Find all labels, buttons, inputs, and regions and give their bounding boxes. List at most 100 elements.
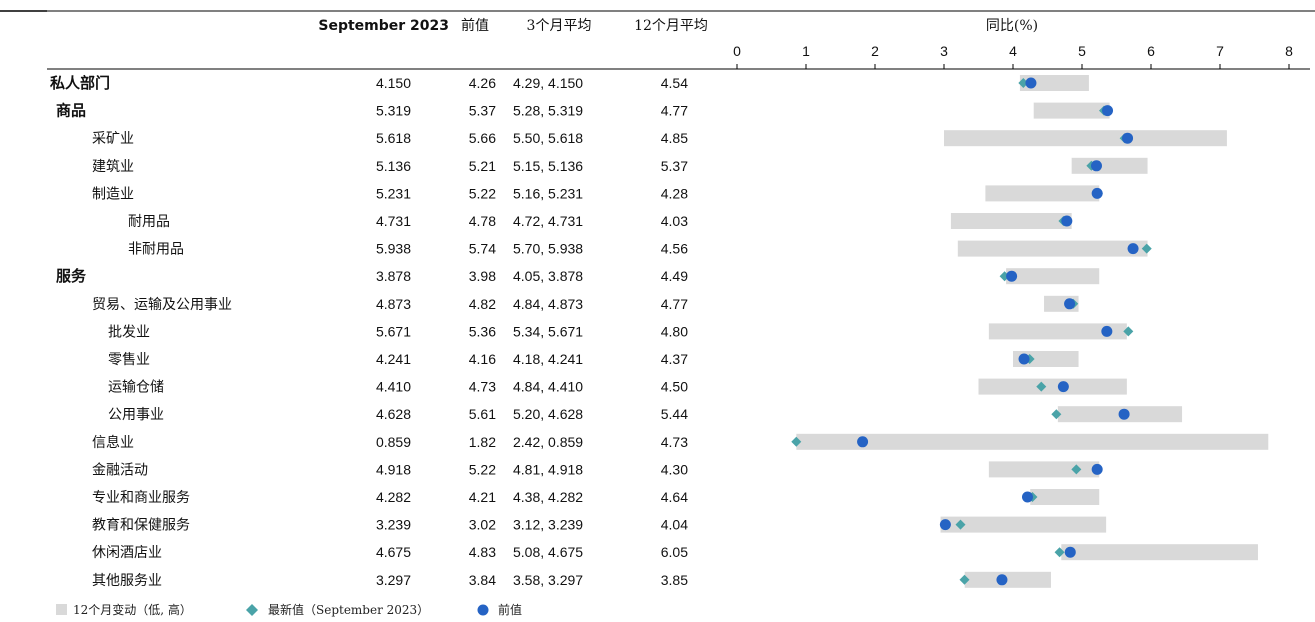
table-row: 教育和保健服务 3.239 3.02 3.12, 3.239 4.04: [92, 516, 1107, 534]
row-three-month-avg: 4.84, 4.410: [513, 379, 583, 395]
row-previous-value: 5.21: [469, 158, 496, 174]
x-tick-label: 1: [802, 43, 810, 59]
previous-marker: [1118, 408, 1130, 420]
row-current-value: 4.628: [376, 406, 411, 422]
row-label: 批发业: [108, 324, 150, 340]
row-three-month-avg: 3.12, 3.239: [513, 517, 583, 533]
table-row: 建筑业 5.136 5.21 5.15, 5.136 5.37: [92, 157, 1148, 175]
table-row: 批发业 5.671 5.36 5.34, 5.671 4.80: [108, 323, 1134, 340]
previous-marker: [1061, 215, 1073, 227]
table-row: 贸易、运输及公用事业 4.873 4.82 4.84, 4.873 4.77: [92, 295, 1079, 313]
latest-marker: [1141, 243, 1152, 254]
table-row: 服务 3.878 3.98 4.05, 3.878 4.49: [56, 267, 1100, 285]
row-three-month-avg: 4.84, 4.873: [513, 296, 583, 312]
row-previous-value: 4.73: [469, 379, 496, 395]
previous-marker: [996, 574, 1008, 586]
previous-marker: [1127, 243, 1139, 255]
row-twelve-month-avg: 4.64: [661, 489, 688, 505]
row-previous-value: 4.83: [469, 544, 496, 560]
legend-range-label: 12个月变动（低, 高）: [73, 602, 192, 617]
row-three-month-avg: 4.72, 4.731: [513, 213, 583, 229]
x-tick-label: 4: [1009, 43, 1017, 59]
row-label: 采矿业: [92, 131, 134, 147]
row-previous-value: 1.82: [469, 434, 496, 450]
row-three-month-avg: 5.08, 4.675: [513, 544, 583, 560]
range-bar: [957, 240, 1148, 257]
x-axis: 0 1 2 3 4 5 6 7 8: [733, 43, 1293, 69]
row-label: 教育和保健服务: [92, 518, 190, 534]
latest-marker: [791, 436, 802, 447]
x-tick-label: 8: [1285, 43, 1293, 59]
table-row: 零售业 4.241 4.16 4.18, 4.241 4.37: [108, 351, 1079, 368]
x-tick-label: 6: [1147, 43, 1155, 59]
previous-marker: [1090, 160, 1102, 172]
row-previous-value: 5.22: [469, 185, 496, 201]
row-three-month-avg: 5.34, 5.671: [513, 323, 583, 339]
range-bar: [1061, 544, 1258, 561]
table-row: 商品 5.319 5.37 5.28, 5.319 4.77: [56, 102, 1114, 120]
row-twelve-month-avg: 4.37: [661, 351, 688, 367]
range-bar: [964, 571, 1051, 588]
previous-marker: [1006, 270, 1018, 282]
row-current-value: 4.873: [376, 296, 411, 312]
previous-marker: [1057, 381, 1069, 393]
range-bar: [985, 185, 1100, 202]
row-current-value: 5.136: [376, 158, 411, 174]
previous-marker: [1122, 132, 1134, 144]
row-current-value: 4.918: [376, 461, 411, 477]
row-label: 专业和商业服务: [92, 490, 190, 506]
row-current-value: 4.150: [376, 75, 411, 91]
range-bar: [796, 433, 1269, 450]
row-previous-value: 4.82: [469, 296, 496, 312]
table-row: 其他服务业 3.297 3.84 3.58, 3.297 3.85: [92, 571, 1051, 589]
row-label: 服务: [56, 267, 87, 285]
table-row: 运输仓储 4.410 4.73 4.84, 4.410 4.50: [108, 378, 1127, 396]
row-twelve-month-avg: 4.85: [661, 130, 688, 146]
previous-marker: [1064, 298, 1076, 310]
row-three-month-avg: 4.18, 4.241: [513, 351, 583, 367]
range-bar: [1033, 102, 1110, 119]
row-label: 公用事业: [108, 407, 164, 423]
x-tick-label: 3: [940, 43, 948, 59]
range-bar: [940, 516, 1107, 533]
row-previous-value: 5.66: [469, 130, 496, 146]
row-current-value: 5.231: [376, 185, 411, 201]
row-current-value: 0.859: [376, 434, 411, 450]
previous-marker: [1091, 463, 1103, 475]
range-bar: [1019, 75, 1089, 91]
row-previous-value: 5.74: [469, 241, 496, 257]
header-yoy: 同比(%): [986, 18, 1038, 34]
table-row: 金融活动 4.918 5.22 4.81, 4.918 4.30: [92, 461, 1103, 478]
row-label: 零售业: [108, 352, 150, 368]
range-bar: [988, 323, 1127, 340]
row-label: 运输仓储: [108, 380, 164, 396]
row-twelve-month-avg: 4.04: [661, 517, 688, 533]
row-current-value: 3.239: [376, 517, 411, 533]
latest-marker: [1054, 547, 1065, 558]
row-three-month-avg: 4.29, 4.150: [513, 75, 583, 91]
legend-previous-label: 前值: [498, 602, 522, 617]
row-previous-value: 3.84: [469, 572, 496, 588]
header-twelve-month: 12个月平均: [634, 18, 708, 34]
table-row: 信息业 0.859 1.82 2.42, 0.859 4.73: [92, 433, 1269, 451]
row-previous-value: 5.61: [469, 406, 496, 422]
row-three-month-avg: 5.50, 5.618: [513, 130, 583, 146]
row-label: 私人部门: [49, 74, 110, 92]
previous-marker: [1091, 187, 1103, 199]
row-label: 制造业: [92, 186, 134, 202]
x-tick-label: 0: [733, 43, 741, 59]
previous-marker: [1102, 105, 1114, 117]
row-label: 商品: [56, 102, 86, 120]
table-row: 公用事业 4.628 5.61 5.20, 4.628 5.44: [108, 406, 1183, 423]
latest-marker: [1036, 381, 1047, 392]
header-current: September 2023: [318, 18, 449, 34]
previous-marker: [1101, 325, 1113, 337]
row-label: 休闲酒店业: [92, 545, 162, 561]
row-three-month-avg: 5.28, 5.319: [513, 103, 583, 119]
row-label: 非耐用品: [128, 242, 184, 258]
legend-previous-marker: [477, 604, 489, 616]
table-row: 耐用品 4.731 4.78 4.72, 4.731 4.03: [128, 213, 1073, 230]
row-current-value: 3.878: [376, 268, 411, 284]
previous-marker: [857, 436, 869, 448]
table-row: 制造业 5.231 5.22 5.16, 5.231 4.28: [92, 185, 1103, 202]
